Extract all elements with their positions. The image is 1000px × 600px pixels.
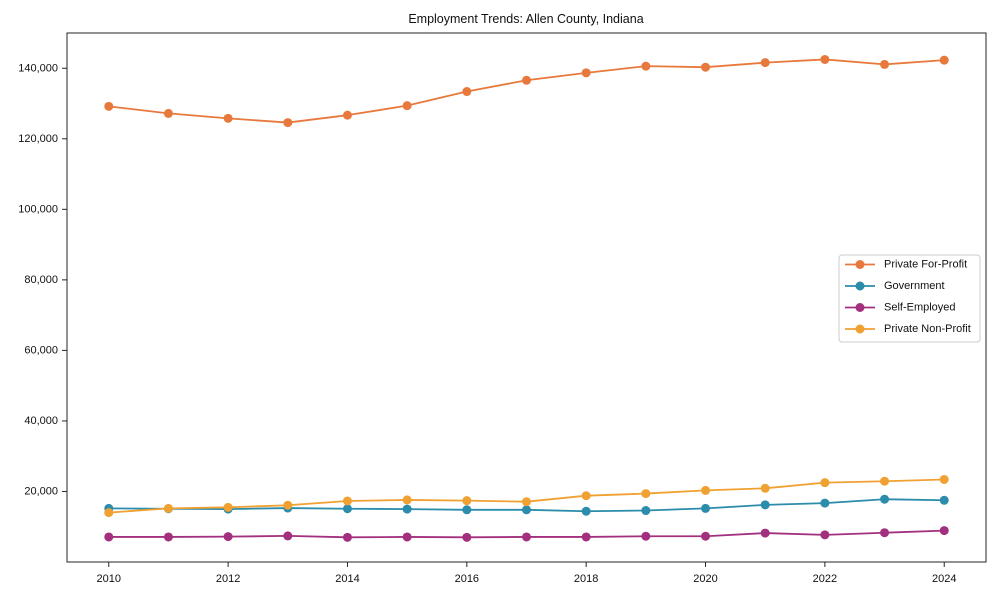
data-point-marker bbox=[701, 531, 711, 541]
legend-sample-marker bbox=[855, 303, 865, 312]
data-point-marker bbox=[462, 505, 472, 515]
data-point-marker bbox=[522, 75, 531, 85]
data-point-marker bbox=[880, 476, 890, 486]
data-point-marker bbox=[223, 113, 233, 123]
data-point-marker bbox=[522, 497, 531, 507]
y-tick-label: 60,000 bbox=[24, 344, 58, 356]
data-point-marker bbox=[701, 62, 711, 72]
data-point-marker bbox=[701, 485, 711, 495]
data-point-marker bbox=[522, 532, 531, 542]
data-point-marker bbox=[283, 531, 293, 541]
data-point-marker bbox=[342, 504, 352, 514]
data-point-marker bbox=[581, 68, 591, 78]
legend-sample-marker bbox=[855, 281, 865, 291]
data-point-marker bbox=[820, 530, 830, 540]
data-point-marker bbox=[641, 61, 651, 71]
y-tick-label: 40,000 bbox=[24, 415, 58, 427]
data-point-marker bbox=[880, 528, 890, 538]
legend-label: Private Non-Profit bbox=[884, 323, 971, 335]
data-point-marker bbox=[223, 532, 233, 542]
legend-sample-marker bbox=[855, 324, 865, 334]
data-point-marker bbox=[342, 532, 352, 542]
y-tick-label: 20,000 bbox=[24, 485, 58, 497]
axes: 20,000 40,000 60,000 80,000 100,000 120,000 14… bbox=[18, 62, 956, 585]
data-point-marker bbox=[104, 532, 114, 542]
data-point-marker bbox=[163, 532, 173, 542]
data-point-marker bbox=[880, 494, 890, 504]
data-point-marker bbox=[462, 496, 472, 506]
data-point-marker bbox=[283, 118, 293, 128]
data-point-marker bbox=[641, 489, 651, 499]
data-point-marker bbox=[880, 59, 890, 69]
x-tick-label: 2012 bbox=[216, 573, 240, 585]
data-point-marker bbox=[581, 506, 591, 516]
data-point-marker bbox=[760, 483, 770, 493]
legend-label: Government bbox=[884, 280, 945, 292]
legend-box bbox=[838, 254, 981, 343]
x-tick-label: 2016 bbox=[455, 573, 479, 585]
plot-spines bbox=[66, 32, 987, 563]
x-tick-label: 2014 bbox=[335, 573, 359, 585]
data-point-marker bbox=[641, 531, 651, 541]
plot-background bbox=[67, 33, 986, 562]
series-markers-private-non-profit bbox=[104, 474, 949, 518]
x-tick-label: 2018 bbox=[574, 573, 598, 585]
x-tick-label: 2010 bbox=[97, 573, 121, 585]
data-point-marker bbox=[402, 504, 412, 514]
data-point-marker bbox=[104, 508, 114, 518]
legend-label: Self-Employed bbox=[884, 302, 956, 314]
series-markers-private-for-profit bbox=[104, 54, 949, 128]
x-tick-label: 2022 bbox=[813, 573, 837, 585]
y-tick-label: 100,000 bbox=[18, 203, 58, 215]
x-tick-label: 2024 bbox=[932, 573, 956, 585]
data-point-marker bbox=[581, 491, 591, 501]
data-point-marker bbox=[939, 474, 949, 484]
data-point-marker bbox=[820, 478, 830, 488]
data-point-marker bbox=[462, 532, 472, 542]
series-markers-self-employed bbox=[104, 526, 949, 542]
data-point-marker bbox=[760, 500, 770, 510]
series-lines bbox=[104, 54, 949, 542]
data-point-marker bbox=[402, 532, 412, 542]
data-point-marker bbox=[462, 87, 472, 97]
data-point-marker bbox=[522, 505, 531, 515]
data-point-marker bbox=[760, 58, 770, 68]
x-tick-label: 2020 bbox=[693, 573, 717, 585]
data-point-marker bbox=[760, 528, 770, 538]
chart-title: Employment Trends: Allen County, Indiana bbox=[408, 12, 643, 26]
data-point-marker bbox=[641, 506, 651, 516]
data-point-marker bbox=[402, 101, 412, 111]
data-point-marker bbox=[581, 532, 591, 542]
data-point-marker bbox=[283, 500, 293, 510]
data-point-marker bbox=[104, 101, 114, 111]
data-point-marker bbox=[939, 55, 949, 65]
data-point-marker bbox=[163, 108, 173, 118]
data-point-marker bbox=[342, 496, 352, 506]
data-point-marker bbox=[223, 502, 233, 512]
data-point-marker bbox=[701, 503, 711, 513]
y-tick-label: 120,000 bbox=[18, 133, 58, 145]
data-point-marker bbox=[820, 54, 830, 64]
data-point-marker bbox=[163, 503, 173, 513]
data-point-marker bbox=[939, 526, 949, 536]
y-tick-label: 80,000 bbox=[24, 274, 58, 286]
legend-label: Private For-Profit bbox=[884, 259, 967, 271]
data-point-marker bbox=[402, 495, 412, 505]
data-point-marker bbox=[342, 110, 352, 120]
legend: Private For-Profit Government Self-Employe… bbox=[838, 254, 981, 343]
data-point-marker bbox=[820, 498, 830, 508]
y-tick-label: 140,000 bbox=[18, 62, 58, 74]
data-point-marker bbox=[939, 495, 949, 505]
legend-sample-marker bbox=[855, 260, 865, 269]
plot-area bbox=[66, 32, 987, 563]
